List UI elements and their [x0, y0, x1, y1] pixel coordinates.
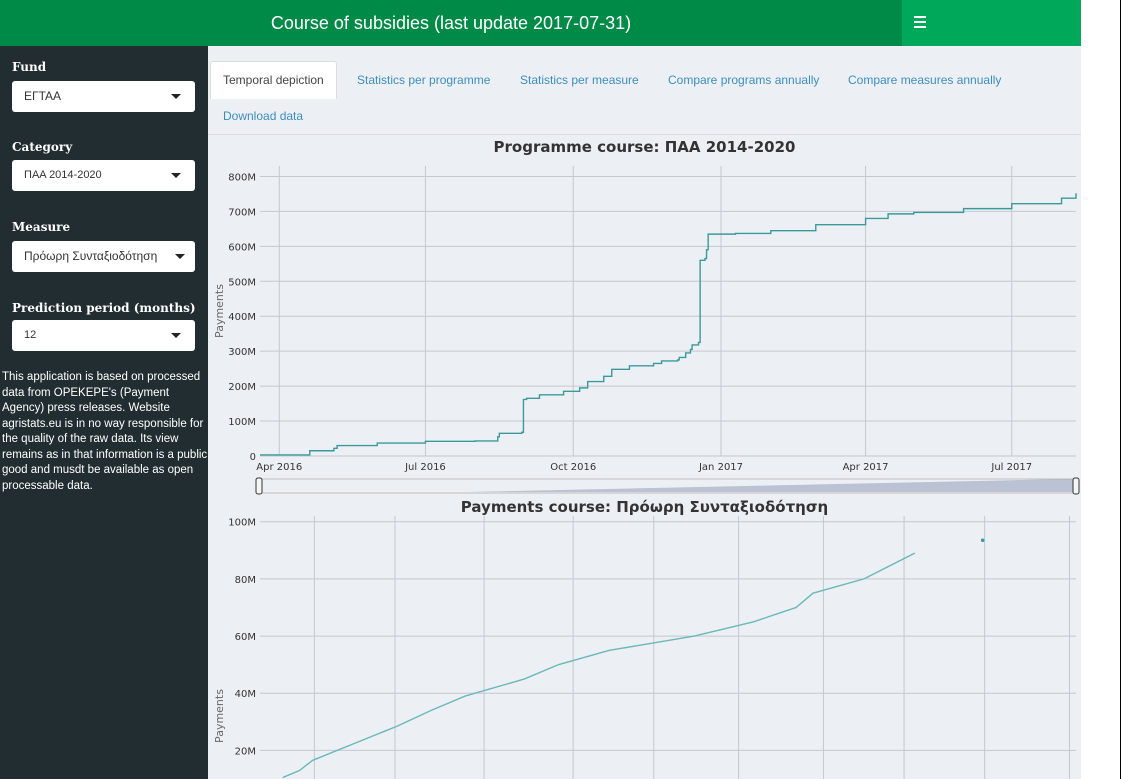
prediction-period-label: Prediction period (months): [12, 301, 196, 315]
x-tick-label: Jul 2016: [404, 462, 446, 473]
y-tick-label: 800M: [228, 172, 256, 183]
sidebar-toggle-button[interactable]: [902, 0, 1081, 46]
y-tick-label: 80M: [235, 575, 256, 586]
tab-statistics-per-measure[interactable]: Statistics per measure: [520, 73, 639, 87]
y-tick-label: 60M: [235, 632, 256, 643]
x-tick-label: Jul 2017: [990, 462, 1032, 473]
prediction-period-select[interactable]: 12: [12, 320, 195, 351]
hamburger-icon: [914, 16, 926, 28]
category-select-value: ΠΑΑ 2014-2020: [24, 169, 102, 181]
y-tick-label: 100M: [228, 417, 256, 428]
series-line: [282, 552, 916, 779]
chevron-down-icon: [171, 173, 181, 178]
prediction-point: [980, 538, 985, 543]
y-tick-label: 700M: [228, 207, 256, 218]
y-axis-label: Payments: [213, 689, 226, 743]
fund-select-value: ΕΓΤΑΑ: [24, 89, 62, 103]
x-tick-label: Jan 2017: [698, 462, 743, 473]
chevron-down-icon: [171, 333, 181, 338]
category-select[interactable]: ΠΑΑ 2014-2020: [12, 160, 195, 191]
chevron-down-icon: [171, 94, 181, 99]
prediction-period-value: 12: [24, 329, 37, 341]
info-note: This application is based on processed d…: [2, 371, 208, 492]
fund-select[interactable]: ΕΓΤΑΑ: [12, 81, 195, 112]
range-handle-right: [1072, 477, 1080, 495]
tab-download-data[interactable]: Download data: [223, 109, 304, 123]
y-tick-label: 0: [250, 452, 256, 463]
x-tick-label: Oct 2016: [550, 462, 596, 473]
y-axis-label: Payments: [213, 284, 226, 338]
y-tick-label: 100M: [228, 518, 256, 529]
tab-bar: Temporal depiction Statistics per progra…: [208, 46, 1081, 135]
y-tick-label: 500M: [228, 277, 256, 288]
payments-course-chart[interactable]: 20M 40M 60M 80M 100M Payments: [208, 516, 1081, 779]
measure-label: Measure: [12, 220, 71, 234]
plot-area: [260, 166, 1076, 456]
chart2-title: Payments course: Πρόωρη Συνταξιοδότηση: [460, 498, 829, 516]
tab-compare-programs-annually[interactable]: Compare programs annually: [668, 73, 820, 87]
chevron-down-icon: [175, 254, 185, 259]
y-tick-label: 200M: [228, 382, 256, 393]
plot-area: [260, 516, 1076, 779]
range-selector[interactable]: [208, 476, 1081, 496]
measure-select-value: Πρόωρη Συνταξιοδότηση: [24, 249, 158, 263]
range-handle-left: [255, 477, 263, 495]
chart1-title: Programme course: ΠΑΑ 2014-2020: [493, 138, 796, 156]
sidebar: Fund ΕΓΤΑΑ Category ΠΑΑ 2014-2020 Measur…: [0, 46, 208, 779]
programme-course-chart[interactable]: 0 100M 200M 300M 400M 500M 600M 700M 800M Apr 201…: [208, 156, 1081, 501]
y-tick-label: 600M: [228, 242, 256, 253]
range-minimap: [466, 479, 1074, 492]
app-title: Course of subsidies (last update 2017-07…: [0, 0, 902, 46]
tab-temporal-depiction[interactable]: Temporal depiction: [210, 61, 337, 99]
x-tick-label: Apr 2017: [843, 462, 889, 473]
category-label: Category: [12, 140, 73, 154]
x-tick-label: Apr 2016: [256, 462, 302, 473]
app-header: Course of subsidies (last update 2017-07…: [0, 0, 1081, 46]
y-tick-label: 300M: [228, 347, 256, 358]
tab-compare-measures-annually[interactable]: Compare measures annually: [848, 73, 1002, 87]
series-line: [260, 193, 1077, 456]
y-tick-label: 20M: [235, 746, 256, 757]
fund-label: Fund: [12, 60, 47, 74]
y-tick-label: 400M: [228, 312, 256, 323]
main-content: Temporal depiction Statistics per progra…: [208, 46, 1081, 779]
measure-select[interactable]: Πρόωρη Συνταξιοδότηση: [12, 241, 195, 272]
y-tick-label: 40M: [235, 689, 256, 700]
tab-statistics-per-programme[interactable]: Statistics per programme: [357, 73, 491, 87]
